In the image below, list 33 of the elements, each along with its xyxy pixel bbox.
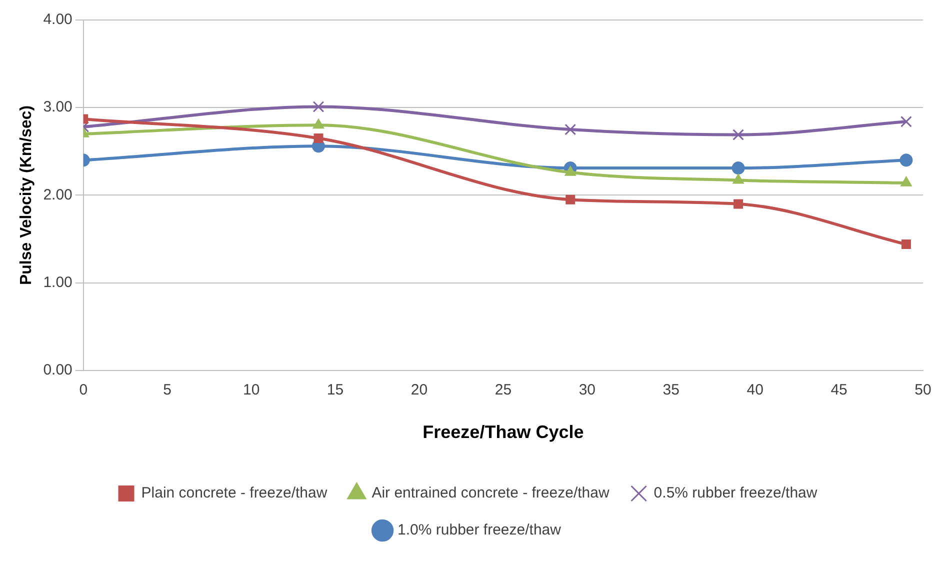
point [900,116,912,128]
legend-label: 0.5% rubber freeze/thaw [654,484,818,502]
x-tick-label: 0 [79,382,88,399]
x-tick-label: 45 [830,382,848,399]
point [312,101,324,112]
legend-label: Air entrained concrete - freeze/thaw [372,484,610,502]
legend-label: 1.0% rubber freeze/thaw [398,522,562,539]
x-tick-label: 30 [578,382,596,399]
point [732,129,744,140]
x-axis-title: Freeze/Thaw Cycle [422,422,584,442]
x-tick-label: 35 [662,382,680,399]
y-tick-label: 1.00 [43,274,72,291]
x-tick-label: 40 [746,382,764,399]
x-tick-label: 25 [494,382,512,399]
x-tick-label: 20 [410,382,428,399]
y-tick-label: 0.00 [43,362,72,379]
point [901,240,911,249]
point [312,118,324,129]
y-tick-label: 2.00 [43,186,72,204]
y-tick-label: 3.00 [43,98,72,116]
point [314,134,324,144]
x-tick-label: 50 [914,382,932,399]
point [564,124,576,136]
x-tick-label: 15 [326,382,344,399]
point [734,199,744,209]
legend-label: Plain concrete - freeze/thaw [141,484,328,502]
x-tick-label: 10 [242,382,260,399]
x-tick-label: 5 [163,382,172,399]
point [566,194,576,204]
point [732,162,745,175]
y-axis-title: Pulse Velocity (Km/sec) [18,105,36,286]
y-tick-label: 4.00 [43,11,72,28]
point [900,154,913,167]
